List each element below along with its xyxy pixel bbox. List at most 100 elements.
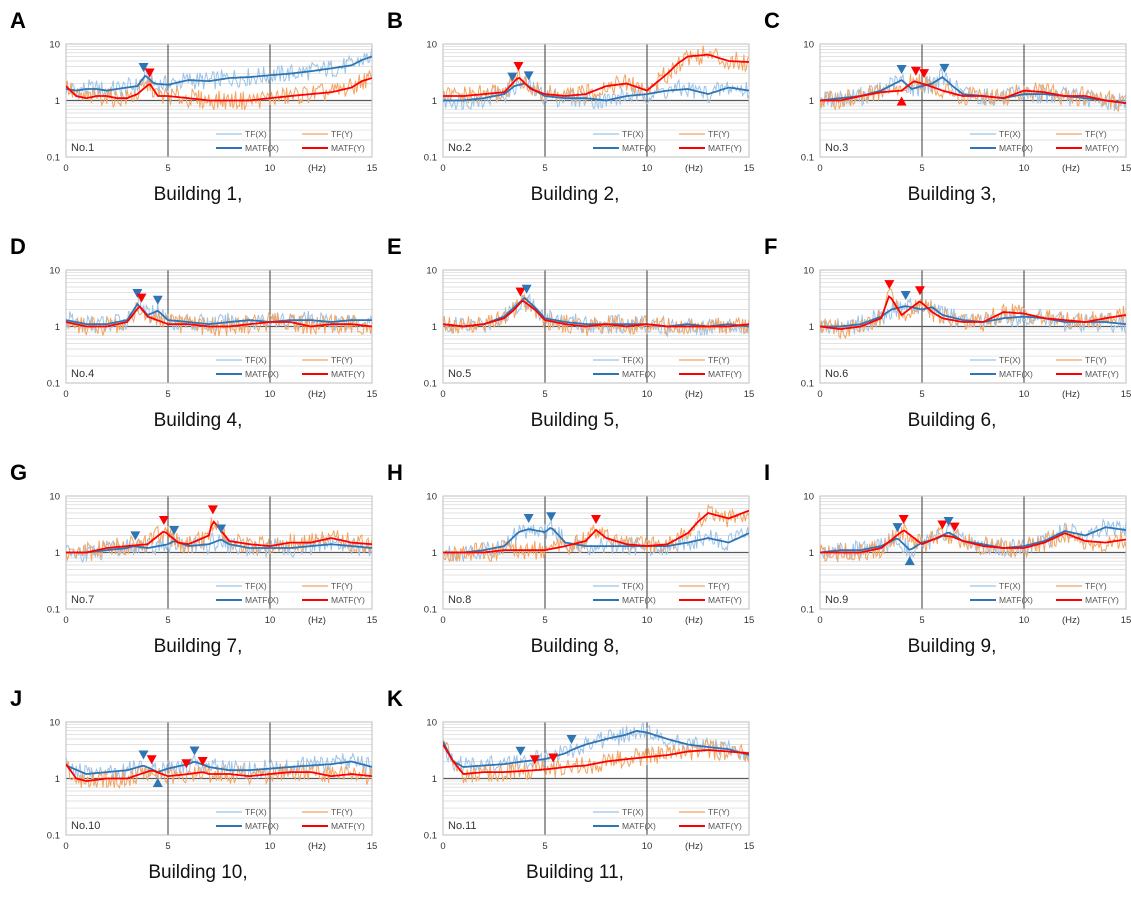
peak-marker-down xyxy=(949,522,960,532)
y-tick-label: 0.1 xyxy=(801,605,814,616)
legend-label: TF(X) xyxy=(622,581,644,591)
x-unit-label: (Hz) xyxy=(685,389,703,400)
panel-letter: D xyxy=(10,234,26,259)
x-tick-label: 10 xyxy=(1019,389,1030,400)
peak-marker-down xyxy=(138,62,149,72)
legend-label: MATF(Y) xyxy=(1085,595,1119,605)
peak-marker-down xyxy=(136,293,147,303)
series-line-matfx xyxy=(66,302,372,326)
peak-marker-down xyxy=(189,746,200,756)
series-line-tf xyxy=(820,288,1126,340)
plot-frame xyxy=(65,43,373,158)
x-tick-label: 5 xyxy=(542,615,547,626)
chart-j: 0.1 1 10 0 5 10 15 (Hz) No.10 TF(X) TF(Y) MATF(X) MA… xyxy=(47,718,378,853)
panel-d: D 0.1 1 10 0 5 10 15 (Hz) No.4 TF(X) TF(Y) MATF(X) MA… xyxy=(8,234,377,464)
building-number-label: No.11 xyxy=(448,820,477,832)
panel-letter: F xyxy=(764,234,778,259)
peak-marker-down xyxy=(515,746,526,756)
series-line-matfx xyxy=(66,760,372,775)
panel-letter: I xyxy=(764,460,771,485)
peak-marker-down xyxy=(181,759,192,769)
building-number-label: No.8 xyxy=(448,594,471,606)
x-unit-label: (Hz) xyxy=(685,615,703,626)
peak-marker-down xyxy=(507,72,518,82)
x-tick-label: 5 xyxy=(919,615,924,626)
x-tick-label: 0 xyxy=(63,841,68,852)
legend-entry: MATF(X) xyxy=(593,143,656,153)
series-line-matfy xyxy=(66,77,372,102)
x-tick-label: 5 xyxy=(165,163,170,174)
chart-e: 0.1 1 10 0 5 10 15 (Hz) No.5 TF(X) TF(Y) MATF(X) MAT… xyxy=(424,266,755,401)
y-tick-label: 1 xyxy=(432,548,437,559)
legend-entry: MATF(Y) xyxy=(302,595,365,605)
legend-entry: TF(X) xyxy=(216,355,267,365)
legend-entry: MATF(X) xyxy=(216,595,279,605)
x-tick-label: 10 xyxy=(1019,615,1030,626)
peak-marker-down xyxy=(207,505,218,515)
legend-entry: MATF(Y) xyxy=(679,143,742,153)
y-tick-label: 10 xyxy=(426,40,437,51)
y-tick-label: 10 xyxy=(426,718,437,729)
peak-marker-down xyxy=(896,65,907,75)
x-tick-label: 15 xyxy=(1121,615,1131,626)
y-tick-label: 0.1 xyxy=(424,153,437,164)
x-tick-label: 15 xyxy=(744,163,755,174)
y-tick-label: 10 xyxy=(49,718,60,729)
series-line-tf xyxy=(66,70,372,111)
x-tick-label: 0 xyxy=(63,615,68,626)
legend-entry: TF(Y) xyxy=(302,581,353,591)
panel-letter: G xyxy=(10,460,28,485)
peak-marker-down xyxy=(132,289,143,299)
y-tick-label: 1 xyxy=(55,548,60,559)
series-line-matfy xyxy=(66,763,372,783)
x-unit-label: (Hz) xyxy=(1062,615,1080,626)
series-line-tf xyxy=(443,293,749,337)
chart-f: 0.1 1 10 0 5 10 15 (Hz) No.6 TF(X) TF(Y) MATF(X) MAT… xyxy=(801,266,1131,401)
series-line-tf xyxy=(66,760,372,789)
legend-label: MATF(Y) xyxy=(708,821,742,831)
series-line-matfx xyxy=(443,729,749,768)
peak-marker-down xyxy=(197,757,208,767)
y-tick-label: 0.1 xyxy=(47,379,60,390)
legend-entry: MATF(Y) xyxy=(302,821,365,831)
x-tick-label: 0 xyxy=(817,389,822,400)
x-unit-label: (Hz) xyxy=(308,163,326,174)
y-tick-label: 0.1 xyxy=(47,153,60,164)
legend-label: MATF(Y) xyxy=(708,595,742,605)
legend-label: TF(X) xyxy=(999,581,1021,591)
x-tick-label: 10 xyxy=(1019,163,1030,174)
series-line-matfy xyxy=(443,299,749,328)
caption: Building 6, xyxy=(907,410,997,431)
peak-marker-down xyxy=(943,517,954,527)
legend-entry: TF(X) xyxy=(593,355,644,365)
panel-letter: C xyxy=(764,8,780,33)
legend-label: TF(X) xyxy=(622,129,644,139)
building-number-label: No.3 xyxy=(825,142,848,154)
legend-label: MATF(Y) xyxy=(708,369,742,379)
x-tick-label: 15 xyxy=(367,163,378,174)
series-line-tf xyxy=(443,504,749,563)
legend-entry: MATF(X) xyxy=(593,821,656,831)
legend-entry: TF(Y) xyxy=(679,129,730,139)
grid xyxy=(442,43,750,158)
y-tick-label: 1 xyxy=(809,548,814,559)
legend-entry: TF(X) xyxy=(593,581,644,591)
legend-label: TF(Y) xyxy=(708,581,730,591)
y-tick-label: 10 xyxy=(49,492,60,503)
x-tick-label: 5 xyxy=(542,163,547,174)
grid xyxy=(442,269,750,384)
x-tick-label: 0 xyxy=(63,389,68,400)
panel-letter: E xyxy=(387,234,402,259)
legend-entry: TF(X) xyxy=(970,129,1021,139)
grid xyxy=(65,721,373,836)
x-tick-label: 10 xyxy=(642,389,653,400)
chart-k: 0.1 1 10 0 5 10 15 (Hz) No.11 TF(X) TF(Y) MATF(X) MA… xyxy=(424,718,755,853)
legend-label: MATF(X) xyxy=(622,369,656,379)
chart-i: 0.1 1 10 0 5 10 15 (Hz) No.9 TF(X) TF(Y) MATF(X) MAT… xyxy=(801,492,1131,627)
building-number-label: No.10 xyxy=(71,820,100,832)
legend-label: MATF(X) xyxy=(245,369,279,379)
y-tick-label: 10 xyxy=(49,266,60,277)
panel-k: K 0.1 1 10 0 5 10 15 (Hz) No.11 TF(X) TF(Y) MATF(X) M… xyxy=(385,686,754,916)
legend-label: MATF(X) xyxy=(245,595,279,605)
x-unit-label: (Hz) xyxy=(1062,163,1080,174)
